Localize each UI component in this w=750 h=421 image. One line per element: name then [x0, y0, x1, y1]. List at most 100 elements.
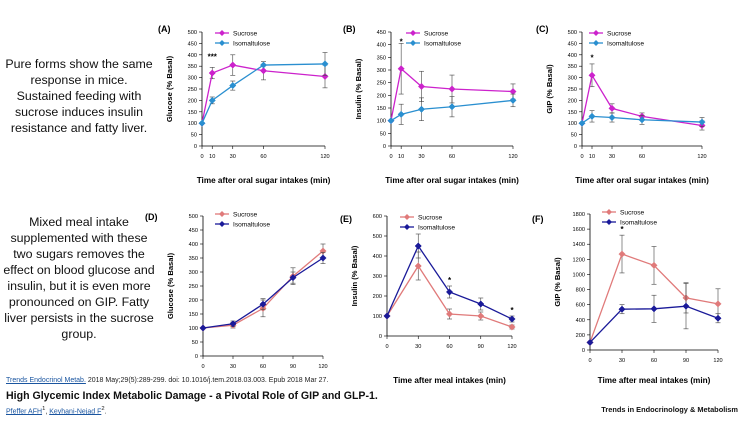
x-tick-label-d: 60 [260, 364, 266, 370]
citation-journal: Trends Endocrinol Metab. 2018 May;29(5):… [6, 377, 328, 384]
y-tick-label-c: 150 [568, 110, 577, 116]
y-tick-label-e: 400 [373, 254, 382, 260]
panel-label-d: (D) [145, 212, 158, 222]
y-tick-label-f: 1400 [573, 242, 585, 248]
y-tick-label-a: 250 [188, 87, 197, 93]
series-isomaltulose-a-point [321, 60, 329, 68]
citation-details: 2018 May;29(5):289-299. doi: 10.1016/j.t… [85, 377, 329, 384]
y-axis-label-a: Glucose (% Basal) [165, 55, 174, 122]
y-tick-label-c: 400 [568, 53, 577, 59]
y-tick-label-f: 200 [576, 333, 585, 339]
chart-panel-b: (B) 0 50 100 150 200 250 300 350 400 450 0 10 30 60 120… [343, 24, 519, 185]
legend-label-e: Isomaltulose [418, 225, 455, 232]
x-tick-label-b: 0 [389, 154, 392, 160]
x-tick-label-a: 60 [260, 154, 266, 160]
y-tick-label-c: 450 [568, 41, 577, 47]
chart-panel-a: (A) 0 50 100 150 200 250 300 350 400 450 500 0 10 30 60… [158, 24, 331, 185]
x-tick-label-c: 30 [609, 154, 615, 160]
y-tick-label-d: 450 [189, 228, 198, 234]
y-tick-label-b: 100 [377, 119, 386, 125]
series-isomaltulose-c-point [698, 118, 706, 126]
x-tick-label-b: 30 [418, 154, 424, 160]
series-isomaltulose-b-point [387, 117, 395, 125]
legend-label-e: Sucrose [418, 215, 443, 222]
y-tick-label-d: 500 [189, 214, 198, 220]
legend-label-c: Sucrose [607, 31, 632, 38]
y-tick-label-d: 250 [189, 284, 198, 290]
y-tick-label-a: 300 [188, 76, 197, 82]
legend-label-f: Sucrose [620, 210, 645, 217]
x-tick-label-d: 30 [230, 364, 236, 370]
y-tick-label-b: 150 [377, 106, 386, 112]
y-tick-label-e: 600 [373, 214, 382, 220]
chart-panel-f: (F) 0 200 400 600 800 1000 1200 1400 1600 1800 0 30 6… [532, 209, 723, 385]
y-tick-label-d: 0 [195, 354, 198, 360]
y-tick-label-c: 250 [568, 87, 577, 93]
series-isomaltulose-f-point [586, 338, 594, 346]
series-sucrose-b-point [397, 65, 405, 73]
series-sucrose-c-point [588, 71, 596, 79]
x-tick-label-b: 120 [508, 154, 517, 160]
significance-marker-e: * [510, 306, 514, 315]
y-tick-label-a: 0 [194, 144, 197, 150]
y-tick-label-a: 450 [188, 41, 197, 47]
y-tick-label-a: 200 [188, 98, 197, 104]
y-axis-label-b: Insulin (% Basal) [354, 58, 363, 119]
legend-marker-e [404, 214, 410, 220]
chart-panel-d: (D) 0 50 100 150 200 250 300 350 400 450 500 0 30 60 90… [145, 211, 328, 370]
x-tick-label-a: 0 [200, 154, 203, 160]
author-link-1[interactable]: Pfeffer AFH [6, 408, 43, 416]
series-isomaltulose-e-point [445, 288, 454, 296]
legend-marker-d [219, 211, 225, 217]
y-tick-label-b: 200 [377, 93, 386, 99]
author-link-2[interactable]: Keyhani-Nejad F [49, 408, 102, 416]
y-tick-label-c: 500 [568, 30, 577, 36]
y-tick-label-d: 350 [189, 256, 198, 262]
legend-marker-f [606, 219, 612, 225]
y-axis-label-d: Glucose (% Basal) [166, 252, 175, 319]
series-isomaltulose-e-point [508, 315, 516, 323]
x-tick-label-f: 90 [683, 358, 689, 364]
panel-label-a: (A) [158, 24, 171, 34]
y-tick-label-f: 1600 [573, 227, 585, 233]
x-axis-label-c: Time after oral sugar intakes (min) [575, 176, 709, 185]
x-tick-label-c: 0 [580, 154, 583, 160]
y-tick-label-c: 350 [568, 64, 577, 70]
series-isomaltulose-e-point [383, 312, 391, 320]
y-tick-label-c: 300 [568, 76, 577, 82]
legend-marker-c [593, 40, 599, 46]
legend-marker-c [593, 30, 599, 36]
x-tick-label-f: 60 [651, 358, 657, 364]
legend-label-b: Isomaltulose [424, 41, 461, 48]
y-tick-label-a: 500 [188, 30, 197, 36]
x-tick-label-e: 90 [478, 344, 484, 350]
legend-label-a: Isomaltulose [233, 41, 270, 48]
y-tick-label-d: 100 [189, 326, 198, 332]
series-isomaltulose-f-point [650, 305, 658, 313]
y-tick-label-d: 400 [189, 242, 198, 248]
legend-marker-b [410, 40, 416, 46]
y-tick-label-f: 800 [576, 288, 585, 294]
series-isomaltulose-d-point [289, 274, 297, 282]
series-isomaltulose-c-point [578, 119, 586, 127]
series-sucrose-b-point [417, 82, 426, 91]
significance-marker-e: * [448, 276, 452, 285]
y-axis-label-f: GIP (% Basal) [553, 257, 562, 307]
series-sucrose-e-point [477, 312, 485, 320]
y-tick-label-e: 100 [373, 314, 382, 320]
y-tick-label-c: 50 [571, 133, 577, 139]
citation-authors: Pfeffer AFH1, Keyhani-Nejad F2. [6, 406, 107, 415]
series-isomaltulose-b-point [397, 110, 405, 118]
series-sucrose-e-point [414, 262, 422, 270]
author-end: . [104, 408, 107, 416]
series-isomaltulose-d-point [229, 320, 237, 328]
y-tick-label-e: 500 [373, 234, 382, 240]
y-tick-label-b: 0 [383, 144, 386, 150]
series-sucrose-f-point [714, 300, 722, 308]
legend-label-f: Isomaltulose [620, 220, 657, 227]
journal-link[interactable]: Trends Endocrinol Metab. [6, 377, 86, 384]
series-isomaltulose-c-point [588, 112, 596, 120]
legend-marker-d [219, 221, 225, 227]
y-tick-label-c: 100 [568, 121, 577, 127]
y-tick-label-a: 150 [188, 110, 197, 116]
